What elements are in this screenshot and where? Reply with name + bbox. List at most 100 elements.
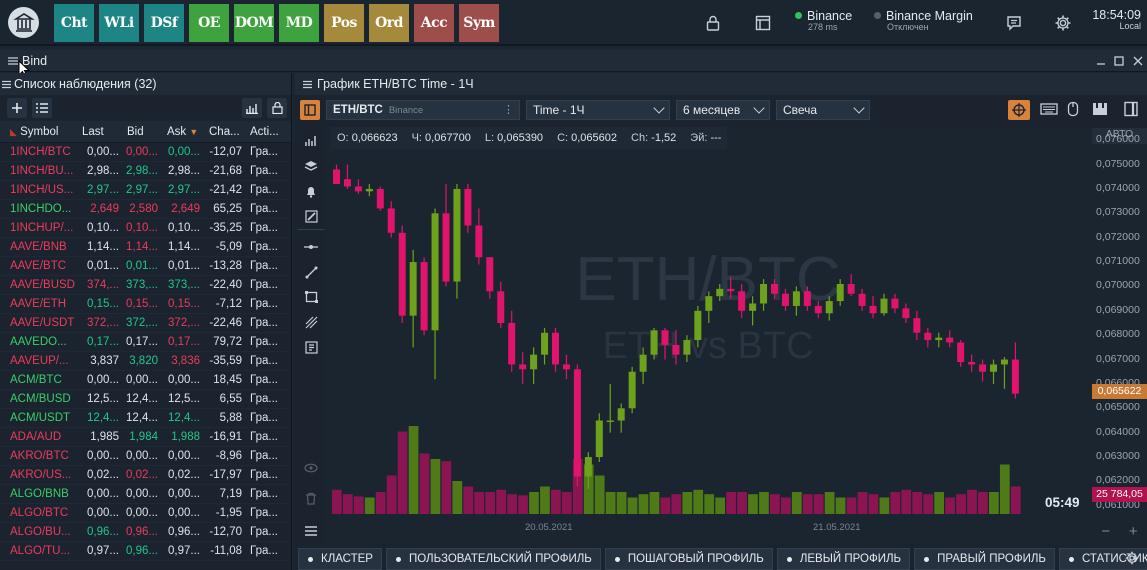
menu-icon[interactable]	[301, 521, 321, 541]
action-cell[interactable]: Гра...	[250, 317, 278, 329]
sidebar-toggle-icon[interactable]	[1124, 101, 1138, 120]
action-cell[interactable]: Гра...	[250, 298, 278, 310]
module-oe-button[interactable]: OE	[189, 4, 229, 42]
panel-toggle-button[interactable]	[300, 100, 320, 120]
action-cell[interactable]: Гра...	[250, 393, 278, 405]
zoom-in-button[interactable]: +	[1128, 522, 1138, 540]
table-row[interactable]: AAVE/ETH 0,15... 0,15... 0,15... -7,12 Гра...	[0, 295, 291, 314]
style-dropdown[interactable]: Свеча	[776, 100, 870, 120]
profile-tab[interactable]: КЛАСТЕР	[298, 548, 382, 570]
action-cell[interactable]: Гра...	[250, 336, 278, 348]
mouse-icon[interactable]	[1067, 101, 1079, 120]
action-cell[interactable]: Гра...	[250, 431, 278, 443]
table-row[interactable]: 1INCHUP/... 0,10... 0,10... 0,10... -35,25 Гр…	[0, 219, 291, 238]
action-cell[interactable]: Гра...	[250, 450, 278, 462]
profile-tab[interactable]: ПРАВЫЙ ПРОФИЛЬ	[914, 548, 1055, 570]
table-row[interactable]: 1INCH/BTC 0,00... 0,00... 0,00... -12,07 Гра.…	[0, 143, 291, 162]
text-tool-icon[interactable]	[301, 337, 321, 357]
template-icon[interactable]	[1092, 102, 1108, 119]
module-dom-button[interactable]: DOM	[234, 4, 274, 42]
app-logo-icon[interactable]	[8, 7, 39, 38]
profile-tab[interactable]: ПОШАГОВЫЙ ПРОФИЛЬ	[604, 548, 773, 570]
table-row[interactable]: AKRO/BTC 0,00... 0,00... 0,00... -8,96 Гра...	[0, 447, 291, 466]
table-row[interactable]: AAVEUP/... 3,837 3,820 3,836 -35,59 Гра...	[0, 352, 291, 371]
action-cell[interactable]: Гра...	[250, 412, 278, 424]
symbol-selector[interactable]: ETH/BTC Binance ⋮	[326, 100, 520, 120]
table-row[interactable]: ACM/BUSD 12,5... 12,4... 12,5... 6,55 Гра...	[0, 390, 291, 409]
layout-icon[interactable]	[752, 12, 774, 34]
lock-icon[interactable]	[267, 98, 287, 118]
horizontal-line-icon[interactable]	[301, 237, 321, 257]
action-cell[interactable]: Гра...	[250, 165, 278, 177]
column-action[interactable]: Acti...	[250, 125, 279, 138]
period-dropdown[interactable]: 6 месяцев	[676, 100, 770, 120]
gear-icon[interactable]	[1052, 12, 1074, 34]
module-cht-button[interactable]: Cht	[54, 4, 94, 42]
menu-icon[interactable]	[303, 80, 312, 89]
table-row[interactable]: ALGO/BTC 0,00... 0,00... 0,00... -1,95 Гра...	[0, 504, 291, 523]
time-axis[interactable]: 20.05.2021 21.05.2021	[325, 518, 1092, 544]
module-dsf-button[interactable]: DSf	[144, 4, 184, 42]
trendline-icon[interactable]	[301, 262, 321, 282]
minimize-button[interactable]	[1093, 53, 1109, 69]
price-axis[interactable]: АВТО 0,076000 0,075000 0,074000 0,073000 0,0…	[1092, 128, 1147, 518]
layers-icon[interactable]	[301, 156, 321, 176]
action-cell[interactable]: Гра...	[250, 279, 278, 291]
keyboard-icon[interactable]	[1040, 102, 1058, 119]
module-sym-button[interactable]: Sym	[459, 4, 499, 42]
action-cell[interactable]: Гра...	[250, 545, 278, 557]
column-last[interactable]: Last	[82, 125, 104, 138]
table-row[interactable]: AAVEDO... 0,17... 0,17... 0,17... 79,72 Гра..…	[0, 333, 291, 352]
list-view-button[interactable]	[32, 98, 52, 118]
column-change[interactable]: Cha...	[209, 125, 240, 138]
chart-icon[interactable]	[242, 98, 262, 118]
column-symbol[interactable]: ◣ Symbol	[10, 125, 59, 138]
table-row[interactable]: AAVE/BTC 0,01... 0,01... 0,01... -13,28 Гра..…	[0, 257, 291, 276]
connection-binance[interactable]: Binance 278 ms	[795, 9, 852, 33]
table-row[interactable]: 1INCHDO... 2,649 2,580 2,649 65,25 Гра...	[0, 200, 291, 219]
action-cell[interactable]: Гра...	[250, 507, 278, 519]
action-cell[interactable]: Гра...	[250, 184, 278, 196]
rectangle-icon[interactable]	[301, 287, 321, 307]
chat-icon[interactable]	[1003, 12, 1025, 34]
table-row[interactable]: AAVE/BUSD 374,... 373,... 373,... -22,40 Гра.…	[0, 276, 291, 295]
table-row[interactable]: ALGO/TU... 0,97... 0,96... 0,97... -11,08 Гра…	[0, 542, 291, 561]
action-cell[interactable]: Гра...	[250, 374, 278, 386]
lock-icon[interactable]	[702, 12, 724, 34]
table-row[interactable]: ACM/USDT 12,4... 12,4... 12,4... 5,88 Гра...	[0, 409, 291, 428]
action-cell[interactable]: Гра...	[250, 241, 278, 253]
pencil-icon[interactable]	[301, 206, 321, 226]
fibonacci-icon[interactable]	[301, 312, 321, 332]
profile-tab[interactable]: ЛЕВЫЙ ПРОФИЛЬ	[776, 548, 911, 570]
bell-icon[interactable]	[301, 181, 321, 201]
action-cell[interactable]: Гра...	[250, 469, 278, 481]
action-cell[interactable]: Гра...	[250, 488, 278, 500]
table-row[interactable]: ALGO/BU... 0,96... 0,96... 0,96... -12,70 Гра…	[0, 523, 291, 542]
action-cell[interactable]: Гра...	[250, 526, 278, 538]
table-row[interactable]: 1INCH/US... 2,97... 2,97... 2,97... -21,42 Гр…	[0, 181, 291, 200]
table-row[interactable]: ACM/BTC 0,00... 0,00... 0,00... 18,45 Гра...	[0, 371, 291, 390]
maximize-button[interactable]	[1111, 53, 1127, 69]
module-wli-button[interactable]: WLi	[99, 4, 139, 42]
table-row[interactable]: AAVE/USDT 372,... 372,... 372,... -22,46 Гра.…	[0, 314, 291, 333]
menu-icon[interactable]	[2, 80, 11, 89]
column-bid[interactable]: Bid	[127, 125, 144, 138]
table-row[interactable]: ALGO/BNB 0,00... 0,00... 0,00... 7,19 Гра...	[0, 485, 291, 504]
table-row[interactable]: 1INCH/BU... 2,98... 2,98... 2,98... -21,68 Гр…	[0, 162, 291, 181]
trash-icon[interactable]	[301, 488, 321, 508]
action-cell[interactable]: Гра...	[250, 260, 278, 272]
crosshair-button[interactable]	[1008, 100, 1030, 120]
action-cell[interactable]: Гра...	[250, 146, 278, 158]
auto-scale-button[interactable]: АВТО	[1092, 128, 1147, 144]
eye-icon[interactable]	[301, 458, 321, 478]
close-button[interactable]	[1130, 53, 1146, 69]
action-cell[interactable]: Гра...	[250, 355, 278, 367]
column-ask[interactable]: Ask ▼	[167, 125, 199, 138]
price-chart[interactable]: ETH/BTC ETH vs BTC	[325, 128, 1092, 518]
profile-tab[interactable]: ПОЛЬЗОВАТЕЛЬСКИЙ ПРОФИЛЬ	[385, 548, 601, 570]
module-acc-button[interactable]: Acc	[414, 4, 454, 42]
module-pos-button[interactable]: Pos	[324, 4, 364, 42]
aggregation-dropdown[interactable]: Time - 1Ч	[526, 100, 670, 120]
zoom-out-button[interactable]: −	[1101, 522, 1111, 540]
module-md-button[interactable]: MD	[279, 4, 319, 42]
